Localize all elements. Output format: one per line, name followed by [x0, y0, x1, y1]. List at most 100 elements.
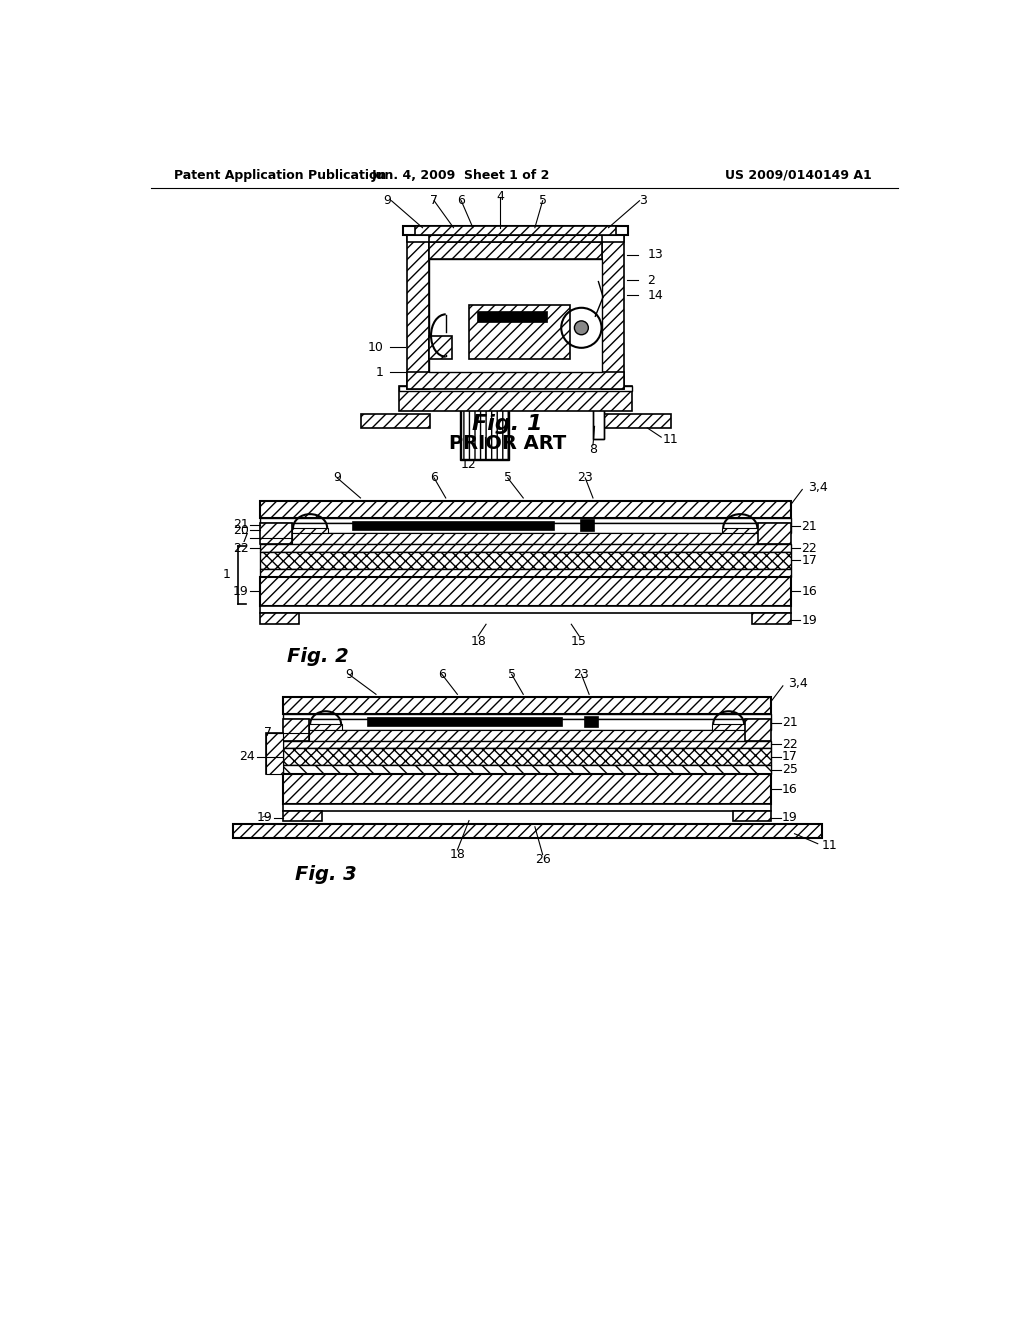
Bar [602, 235, 624, 389]
Text: 9: 9 [345, 668, 353, 681]
Bar [461, 409, 508, 459]
Text: 21: 21 [802, 520, 817, 533]
Bar [403, 226, 628, 235]
Text: 6: 6 [430, 471, 438, 484]
Text: 6: 6 [438, 668, 445, 681]
Bar [283, 775, 771, 804]
Bar [266, 733, 283, 775]
Text: Fig. 3: Fig. 3 [295, 865, 356, 884]
Bar [586, 717, 598, 727]
Bar [283, 719, 771, 730]
Text: 5: 5 [508, 668, 516, 681]
Text: 23: 23 [573, 668, 589, 681]
Text: 14: 14 [647, 289, 663, 302]
Bar [415, 226, 616, 235]
Bar [601, 414, 671, 428]
Bar [429, 235, 602, 259]
Bar [713, 725, 744, 730]
Text: 19: 19 [233, 585, 249, 598]
Bar [407, 235, 429, 389]
Bar [283, 804, 771, 812]
Text: 5: 5 [539, 194, 547, 207]
Text: 24: 24 [240, 750, 255, 763]
Bar [477, 312, 547, 322]
Bar [260, 523, 791, 533]
Text: 21: 21 [233, 519, 249, 532]
Bar [460, 407, 509, 461]
Bar [752, 614, 791, 624]
Bar [360, 414, 430, 428]
Text: 9: 9 [384, 194, 391, 207]
Text: 22: 22 [802, 541, 817, 554]
Bar [260, 552, 791, 569]
Bar [309, 725, 342, 730]
Text: 7: 7 [430, 194, 438, 207]
Bar [429, 259, 602, 372]
Text: 11: 11 [663, 433, 679, 446]
Text: 16: 16 [782, 783, 798, 796]
Bar [582, 520, 594, 531]
Bar [744, 719, 771, 741]
Text: 7: 7 [264, 726, 272, 739]
Text: US 2009/0140149 A1: US 2009/0140149 A1 [725, 169, 872, 182]
Text: 22: 22 [233, 541, 249, 554]
Text: 15: 15 [571, 635, 587, 648]
Text: 16: 16 [802, 585, 817, 598]
Text: 22: 22 [782, 738, 798, 751]
Bar [283, 719, 309, 741]
Bar [593, 409, 604, 440]
Text: 19: 19 [256, 810, 272, 824]
Bar [407, 372, 624, 389]
Text: 8: 8 [589, 444, 597, 455]
Text: 3: 3 [640, 194, 647, 207]
Bar [283, 714, 771, 719]
Bar [260, 523, 292, 544]
Bar [469, 305, 569, 359]
Bar [260, 614, 299, 624]
Bar [260, 569, 791, 577]
Bar [283, 748, 771, 766]
Text: Fig. 1: Fig. 1 [472, 414, 543, 434]
Text: Jun. 4, 2009  Sheet 1 of 2: Jun. 4, 2009 Sheet 1 of 2 [372, 169, 551, 182]
Bar [722, 528, 758, 533]
Bar [283, 697, 771, 714]
Text: 18: 18 [450, 847, 465, 861]
Bar [407, 235, 624, 242]
Bar [232, 824, 821, 838]
Text: Patent Application Publication: Patent Application Publication [174, 169, 387, 182]
Bar [266, 733, 283, 775]
Bar [260, 606, 791, 614]
Text: PRIOR ART: PRIOR ART [450, 434, 566, 453]
Text: 20: 20 [233, 524, 249, 537]
Text: 19: 19 [802, 614, 817, 627]
Text: Fig. 2: Fig. 2 [287, 647, 349, 667]
Text: 1: 1 [376, 366, 384, 379]
Text: 6: 6 [458, 194, 465, 207]
Bar [399, 387, 632, 391]
Bar [283, 812, 322, 821]
Text: 17: 17 [782, 750, 798, 763]
Bar [399, 387, 632, 411]
Text: ~: ~ [261, 813, 270, 822]
Text: 4: 4 [496, 190, 504, 203]
Text: 1: 1 [222, 569, 230, 582]
Text: 3,4: 3,4 [788, 677, 808, 690]
Bar [352, 521, 554, 529]
Bar [593, 409, 604, 440]
Text: 13: 13 [647, 248, 663, 261]
Bar [309, 730, 744, 741]
Bar [292, 528, 328, 533]
Text: 7: 7 [241, 532, 249, 545]
Bar [260, 502, 791, 517]
Text: 10: 10 [368, 341, 384, 354]
Text: 17: 17 [802, 554, 817, 566]
Bar [260, 517, 791, 523]
Circle shape [574, 321, 589, 335]
Bar [429, 235, 602, 242]
Text: 19: 19 [782, 810, 798, 824]
Bar [758, 523, 791, 544]
Bar [732, 812, 771, 821]
Text: 18: 18 [470, 635, 486, 648]
Text: 2: 2 [647, 273, 655, 286]
Text: 26: 26 [535, 853, 551, 866]
